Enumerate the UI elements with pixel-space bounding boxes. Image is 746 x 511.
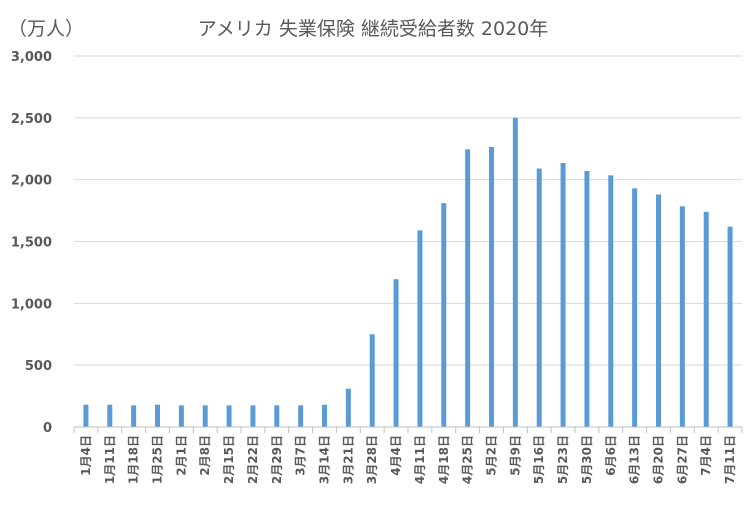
bar (584, 171, 590, 427)
x-tick-label: 4月25日 (461, 435, 475, 484)
gridlines (74, 55, 742, 366)
x-tick-label: 1月4日 (79, 435, 93, 476)
bar (155, 404, 160, 427)
x-axis (73, 426, 743, 433)
bar (322, 404, 327, 427)
bar (250, 405, 256, 427)
y-tick-label: 3,000 (11, 50, 52, 65)
x-tick-label: 3月28日 (365, 435, 379, 484)
x-tick-label: 6月6日 (604, 435, 618, 476)
x-tick-label: 3月14日 (318, 435, 332, 484)
x-tick-label: 4月11日 (413, 435, 427, 484)
unit-label: （万人） (8, 18, 85, 40)
x-tick-label: 6月13日 (628, 435, 642, 484)
x-tick-label: 7月4日 (699, 435, 713, 476)
x-tick-label: 7月11日 (723, 435, 737, 484)
x-tick-label: 2月1日 (174, 435, 188, 476)
x-tick-label: 5月9日 (508, 435, 522, 476)
bar (632, 188, 638, 427)
bar (274, 405, 280, 427)
x-tick-label: 3月21日 (341, 435, 355, 484)
bar (489, 146, 494, 427)
x-tick-label: 2月8日 (198, 435, 212, 476)
bar (393, 279, 399, 427)
bars (83, 117, 733, 427)
bar (131, 405, 137, 427)
bar (107, 404, 113, 427)
bar (226, 405, 232, 427)
x-tick-label: 5月2日 (485, 435, 499, 476)
x-tick-label: 4月4日 (389, 435, 403, 476)
bar (298, 405, 304, 427)
x-tick-label: 5月30日 (580, 435, 594, 484)
bar (345, 388, 351, 427)
bar (417, 230, 423, 427)
x-tick-label: 6月20日 (652, 435, 666, 484)
bar (369, 334, 375, 427)
x-tick-label: 5月23日 (556, 435, 570, 484)
x-tick-label: 2月15日 (222, 435, 236, 484)
x-tick-label: 2月22日 (246, 435, 260, 484)
bar (83, 404, 89, 427)
y-axis-ticks: 0 500 1,000 1,500 2,000 2,500 3,000 (11, 50, 52, 436)
y-tick-label: 2,500 (11, 112, 52, 127)
bar (560, 162, 566, 427)
bar (727, 226, 733, 427)
x-tick-label: 4月18日 (437, 435, 451, 484)
bar (178, 405, 184, 427)
x-tick-label: 1月25日 (151, 435, 165, 484)
x-axis-ticks: 1月4日 1月11日 1月18日 1月25日 2月1日 2月8日 2月15日 2月22日 2月2… (79, 435, 737, 484)
bar (465, 149, 471, 427)
bar (656, 194, 661, 427)
bar (441, 203, 447, 427)
bar (202, 405, 208, 427)
x-tick-label: 6月27日 (675, 435, 689, 484)
bar (703, 211, 709, 427)
y-tick-label: 2,000 (11, 174, 52, 189)
x-tick-label: 2月29日 (270, 435, 284, 484)
chart-title: アメリカ 失業保険 継続受給者数 2020年 (197, 18, 549, 40)
x-tick-label: 1月11日 (103, 435, 117, 484)
y-tick-label: 1,500 (11, 236, 52, 251)
y-tick-label: 500 (25, 359, 52, 374)
bar (608, 175, 614, 427)
bar (679, 206, 685, 427)
x-tick-label: 1月18日 (127, 435, 141, 484)
bar (512, 117, 518, 427)
y-tick-label: 0 (43, 421, 52, 436)
bar (536, 168, 542, 427)
x-tick-label: 5月16日 (532, 435, 546, 484)
y-tick-label: 1,000 (11, 297, 52, 312)
x-tick-label: 3月7日 (294, 435, 308, 476)
